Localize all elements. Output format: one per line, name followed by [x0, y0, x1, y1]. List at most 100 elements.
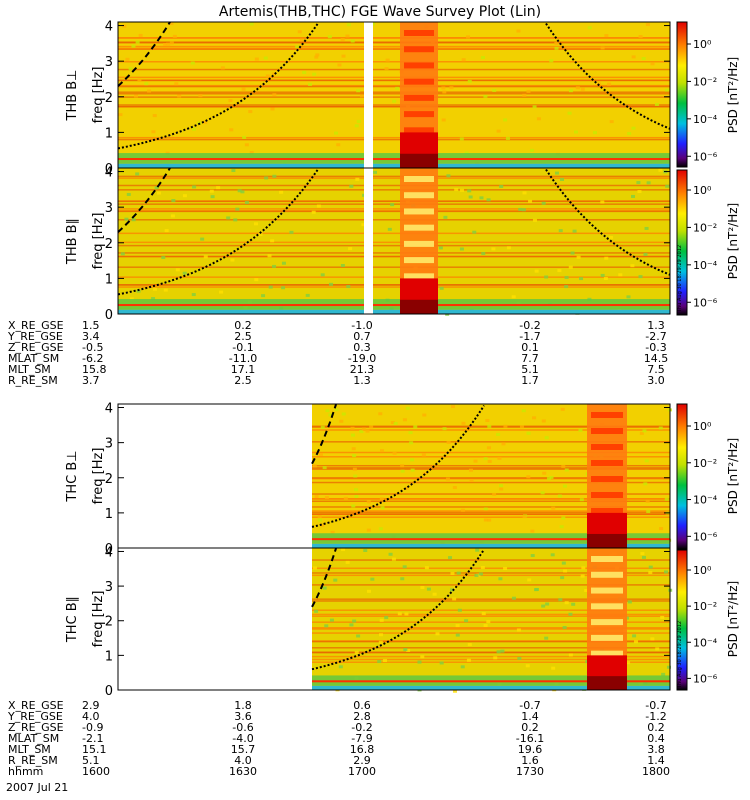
noise-speckle	[638, 35, 643, 39]
noise-speckle	[626, 661, 631, 665]
noise-speckle	[254, 278, 259, 282]
burst-core-dark	[400, 299, 438, 314]
fce-harmonic-left	[117, 167, 171, 233]
colorbar-2	[676, 169, 688, 316]
noise-speckle	[558, 598, 563, 602]
ephemeris-value: 15.1	[82, 743, 107, 756]
noise-speckle	[561, 516, 566, 520]
noise-speckle	[648, 571, 653, 575]
noise-speckle	[359, 430, 364, 434]
noise-speckle	[203, 120, 208, 124]
noise-speckle	[174, 82, 179, 86]
spectrogram-2: 0 1 2 3 4 freq [Hz] THB B∥ PSD [nT²/Hz] 10⁰ 10⁻² 1…	[65, 166, 740, 323]
noise-speckle	[354, 124, 359, 128]
colorbar-tick-label: 10⁻⁶	[693, 150, 718, 163]
noise-speckle	[351, 504, 356, 508]
ephemeris-row-label: Z_RE_GSE	[8, 341, 64, 354]
ephemeris-value: 2.8	[353, 710, 371, 723]
harmonic-line	[312, 658, 670, 661]
colorbar-label: PSD [nT²/Hz]	[726, 581, 740, 657]
noise-speckle	[650, 62, 655, 66]
noise-speckle	[641, 57, 646, 61]
noise-speckle	[330, 530, 335, 534]
noise-speckle	[373, 170, 378, 174]
noise-speckle	[235, 207, 240, 211]
noise-speckle	[603, 277, 608, 281]
ephemeris-value: 1.3	[353, 374, 371, 387]
noise-speckle	[491, 247, 496, 251]
noise-speckle	[483, 507, 488, 511]
spectrogram-3: 0 1 2 3 4 freq [Hz] THC B⊥ PSD [nT²/Hz] 10⁰ 10⁻² 1…	[65, 402, 740, 557]
noise-speckle	[355, 177, 360, 181]
noise-speckle	[541, 201, 546, 205]
noise-speckle	[627, 132, 632, 136]
noise-speckle	[312, 566, 317, 570]
noise-speckle	[131, 218, 136, 222]
noise-speckle	[519, 425, 524, 429]
noise-speckle	[359, 94, 364, 98]
ephemeris-value: 0.2	[521, 721, 539, 734]
noise-speckle	[522, 191, 527, 195]
noise-speckle	[341, 54, 346, 58]
noise-speckle	[472, 230, 477, 234]
noise-speckle	[263, 56, 268, 60]
noise-speckle	[151, 297, 156, 301]
noise-speckle	[467, 79, 472, 83]
ephemeris-value: 1600	[82, 765, 110, 778]
noise-speckle	[354, 494, 359, 498]
harmonic-line	[312, 493, 670, 495]
noise-speckle	[302, 70, 307, 74]
noise-speckle	[400, 577, 405, 581]
noise-speckle	[131, 44, 136, 48]
noise-speckle	[138, 33, 143, 37]
noise-speckle	[461, 58, 466, 62]
panel-label: THC B⊥	[65, 450, 80, 502]
noise-speckle	[253, 222, 258, 226]
noise-speckle	[402, 565, 407, 569]
noise-speckle	[154, 186, 159, 190]
noise-speckle	[658, 168, 663, 172]
noise-speckle	[525, 664, 530, 668]
ephemeris-value: 1.7	[521, 374, 539, 387]
noise-speckle	[369, 425, 374, 429]
y-axis-label: freq [Hz]	[91, 213, 106, 270]
harmonic-line	[312, 456, 670, 458]
y-tick-label: 3	[105, 55, 113, 70]
ephemeris-value: 4.0	[234, 754, 252, 767]
noise-speckle	[216, 186, 221, 190]
ephemeris-value: 0.2	[647, 721, 665, 734]
burst-stripe	[404, 46, 434, 53]
noise-speckle	[177, 94, 182, 98]
ephemeris-value: 2.5	[234, 330, 252, 343]
noise-speckle	[517, 656, 522, 660]
noise-speckle	[403, 648, 408, 652]
noise-speckle	[500, 649, 505, 653]
noise-speckle	[316, 204, 321, 208]
ephemeris-value: 3.8	[647, 743, 665, 756]
noise-speckle	[426, 587, 431, 591]
noise-speckle	[315, 53, 320, 57]
noise-speckle	[503, 566, 508, 570]
noise-speckle	[387, 227, 392, 231]
noise-speckle	[128, 67, 133, 71]
noise-speckle	[125, 57, 130, 61]
noise-speckle	[314, 609, 319, 613]
noise-speckle	[568, 612, 573, 616]
harmonic-line	[312, 632, 670, 634]
noise-speckle	[568, 89, 573, 93]
noise-speckle	[231, 169, 236, 173]
noise-speckle	[320, 523, 325, 527]
ephemeris-value: 19.6	[518, 743, 543, 756]
noise-speckle	[559, 525, 564, 529]
burst-stripe	[404, 224, 434, 231]
noise-speckle	[575, 86, 580, 90]
noise-speckle	[449, 86, 454, 90]
noise-speckle	[496, 129, 501, 133]
noise-speckle	[544, 636, 549, 640]
noise-speckle	[526, 89, 531, 93]
colorbar-tick-label: 10⁻⁴	[693, 259, 718, 272]
noise-speckle	[144, 82, 149, 86]
noise-speckle	[452, 486, 457, 490]
harmonic-line	[312, 574, 670, 577]
noise-speckle	[397, 612, 402, 616]
